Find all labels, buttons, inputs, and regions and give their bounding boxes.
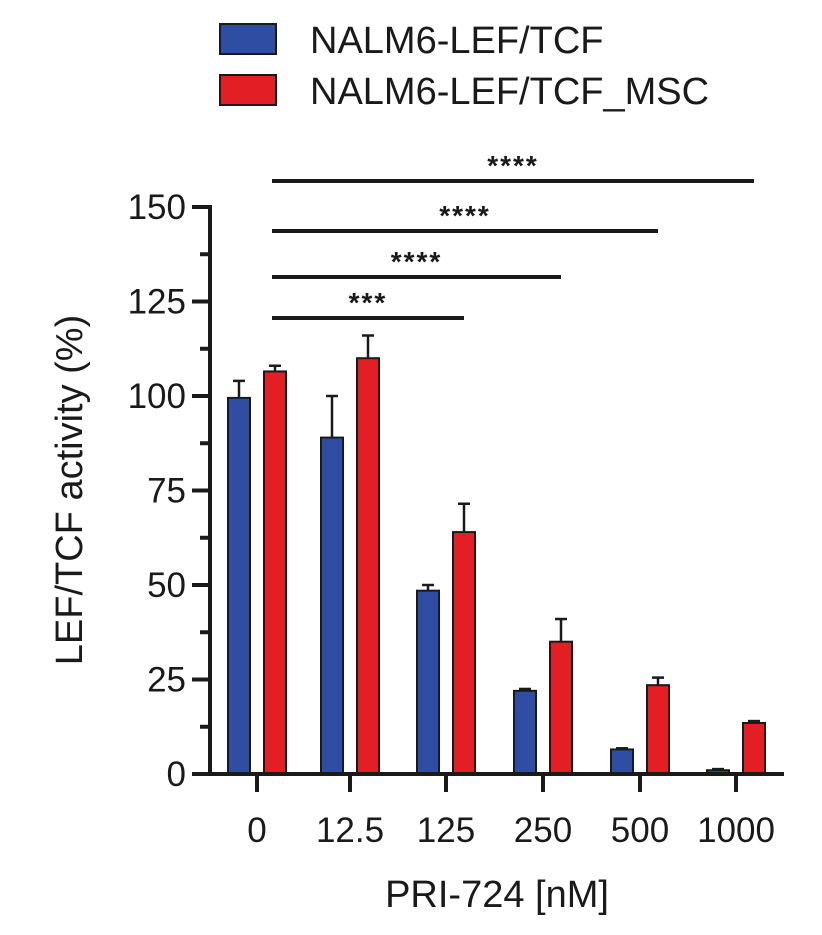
bar-nalm6-lef-tcf-msc: [646, 684, 670, 775]
bar-nalm6-lef-tcf: [513, 689, 537, 776]
bar-nalm6-lef-tcf: [416, 589, 440, 775]
significance-label: ****: [439, 200, 491, 231]
y-tick-label: 75: [147, 472, 186, 511]
x-tick-label: 12.5: [316, 811, 384, 850]
bar-nalm6-lef-tcf-msc: [452, 531, 476, 776]
x-tick-label: 1000: [697, 811, 775, 850]
y-tick-label: 25: [147, 661, 186, 700]
y-tick-label: 100: [128, 377, 186, 416]
bar-nalm6-lef-tcf: [610, 748, 634, 775]
significance-label: ****: [391, 246, 443, 277]
axes: 0 25 50 75 100 125 150 0 12.5 125 250 500 1000: [128, 188, 784, 850]
legend-label: NALM6-LEF/TCF_MSC: [310, 71, 709, 113]
bar-nalm6-lef-tcf: [320, 436, 344, 775]
significance-label: ***: [349, 287, 388, 318]
x-tick-label: 500: [611, 811, 669, 850]
legend: NALM6-LEF/TCF NALM6-LEF/TCF_MSC: [219, 20, 709, 113]
y-axis-title: LEF/TCF activity (%): [49, 315, 91, 665]
bars: [227, 334, 766, 776]
x-tick-label: 0: [247, 811, 266, 850]
legend-swatch: [219, 74, 277, 106]
bar-nalm6-lef-tcf-msc: [549, 640, 573, 776]
legend-swatch: [219, 23, 277, 55]
bar-nalm6-lef-tcf: [227, 396, 251, 775]
y-tick-label: 50: [147, 566, 186, 605]
y-tick-label: 0: [167, 755, 186, 794]
y-tick-label: 125: [128, 283, 186, 322]
significance-label: ****: [487, 150, 539, 181]
x-axis-title: PRI-724 [nM]: [385, 874, 609, 916]
bar-nalm6-lef-tcf-msc: [742, 721, 766, 775]
bar-nalm6-lef-tcf-msc: [263, 370, 287, 775]
legend-label: NALM6-LEF/TCF: [310, 20, 603, 62]
x-tick-label: 125: [417, 811, 475, 850]
y-tick-label: 150: [128, 188, 186, 227]
x-tick-label: 250: [514, 811, 572, 850]
bar-nalm6-lef-tcf-msc: [356, 357, 380, 775]
significance-brackets: ***************: [272, 150, 754, 320]
